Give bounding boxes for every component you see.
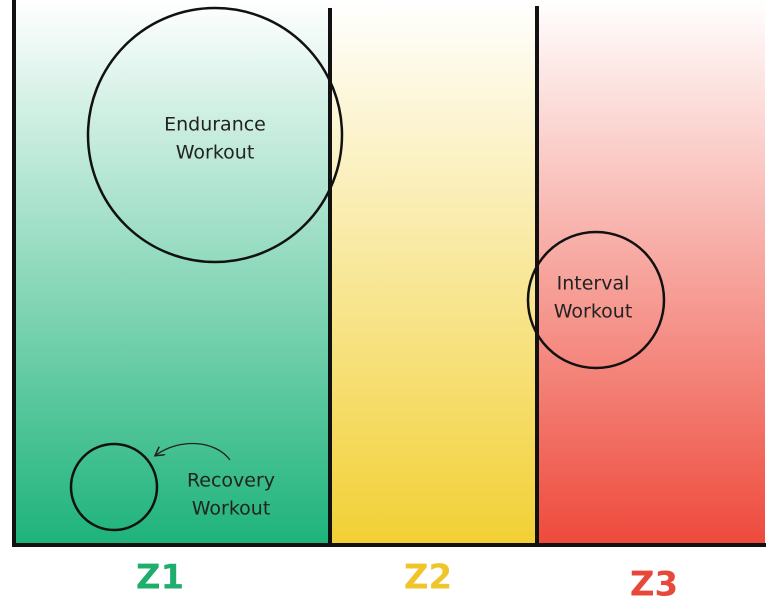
zone-2-band <box>330 0 537 545</box>
workout-label: Endurance <box>164 114 266 136</box>
zone-label: Z1 <box>136 558 184 598</box>
workout-label: Workout <box>176 142 255 164</box>
axes <box>12 0 766 547</box>
zone-1-band <box>14 0 330 545</box>
workout-label: Workout <box>192 498 271 520</box>
endurance-circle <box>86 6 344 264</box>
workout-label: Recovery <box>187 470 275 492</box>
workout-label: Workout <box>554 301 633 323</box>
arrow <box>156 442 231 461</box>
recovery-circle <box>69 442 159 532</box>
workout-label: Interval <box>557 273 630 295</box>
zone-3-band <box>537 0 765 545</box>
interval-circle <box>526 230 666 370</box>
zone-label: Z3 <box>630 565 678 605</box>
zone-label: Z2 <box>404 558 452 598</box>
